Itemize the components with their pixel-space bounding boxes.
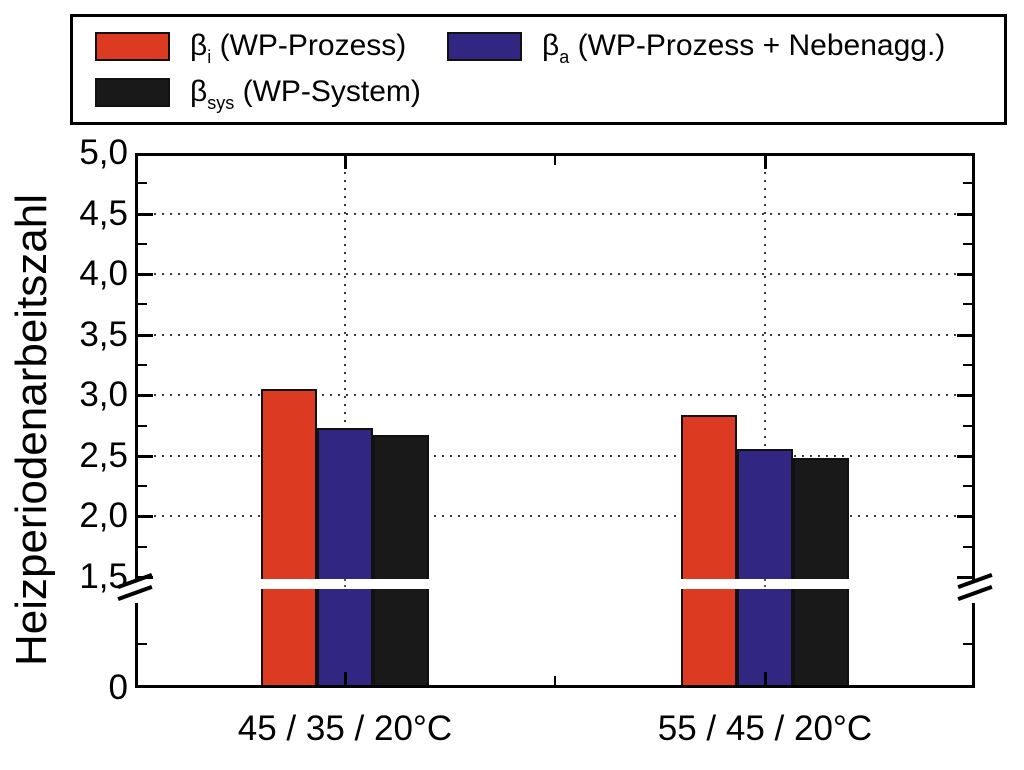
x-major-tick <box>344 672 347 685</box>
y-major-tick <box>957 515 972 519</box>
bar <box>317 427 373 688</box>
y-minor-tick <box>963 182 972 185</box>
y-tick-label: 3,0 <box>79 375 128 415</box>
axis-break-band <box>138 579 972 589</box>
y-minor-tick <box>963 242 972 245</box>
y-minor-tick <box>138 364 147 366</box>
y-major-tick <box>138 454 153 458</box>
x-major-tick <box>764 156 767 169</box>
legend-swatch <box>447 31 522 61</box>
y-tick-label: 2,5 <box>79 435 128 475</box>
y-major-tick <box>957 273 972 277</box>
bar <box>261 389 317 688</box>
x-minor-tick <box>554 156 556 165</box>
y-minor-tick <box>963 424 972 427</box>
y-minor-tick <box>138 643 147 645</box>
y-major-tick <box>957 394 972 398</box>
legend-swatch <box>95 31 170 61</box>
y-major-tick <box>138 333 153 337</box>
legend-label: βi (WP-Prozess) <box>190 29 407 67</box>
legend-entry: βsys (WP-System) <box>95 75 1004 113</box>
axis-break-gridline-stub <box>344 579 346 589</box>
x-minor-tick <box>554 676 556 685</box>
y-minor-tick <box>963 364 972 366</box>
plot-area <box>117 153 993 688</box>
gridline-vertical <box>764 156 766 685</box>
y-major-tick <box>957 576 972 579</box>
y-major-tick <box>138 273 153 277</box>
y-major-tick <box>957 333 972 337</box>
bar <box>737 448 793 688</box>
y-major-tick <box>957 454 972 458</box>
x-major-tick <box>344 156 347 169</box>
bar <box>793 458 849 688</box>
y-tick-label: 2,0 <box>79 496 128 536</box>
x-tick-label: 55 / 45 / 20°C <box>657 709 873 748</box>
y-minor-tick <box>138 242 147 245</box>
y-minor-tick <box>138 424 147 427</box>
y-major-tick <box>957 212 972 216</box>
legend-label: βsys (WP-System) <box>190 75 421 113</box>
y-minor-tick <box>963 485 972 488</box>
y-minor-tick <box>138 303 147 306</box>
legend-label: βa (WP-Prozess + Nebenagg.) <box>542 29 946 67</box>
legend-swatch <box>95 77 170 107</box>
bar <box>681 414 737 688</box>
gridline-horizontal <box>138 394 972 397</box>
y-tick-label: 5,0 <box>79 133 128 172</box>
axis-break-gridline-stub <box>764 579 766 589</box>
y-major-tick <box>138 212 153 216</box>
gridline-vertical <box>344 156 346 685</box>
y-minor-tick <box>963 643 972 645</box>
y-tick-label: 3,5 <box>79 314 128 354</box>
plot-frame <box>135 153 975 688</box>
y-minor-tick <box>138 545 147 548</box>
x-tick-label: 45 / 35 / 20°C <box>237 709 453 748</box>
gridline-horizontal <box>138 212 972 215</box>
gridline-horizontal <box>138 273 972 276</box>
y-tick-label: 1,5 <box>79 557 128 596</box>
y-major-tick <box>138 394 153 398</box>
y-minor-tick <box>963 545 972 548</box>
legend-entry: βi (WP-Prozess) <box>95 29 447 67</box>
gridline-horizontal <box>138 515 972 518</box>
gridline-horizontal <box>138 333 972 336</box>
y-tick-label: 0 <box>108 668 128 707</box>
legend-grid: βi (WP-Prozess) βa (WP-Prozess + Nebenagg… <box>73 17 1004 115</box>
y-minor-tick <box>963 303 972 306</box>
y-minor-tick <box>138 182 147 185</box>
y-major-tick <box>138 515 153 519</box>
y-tick-label: 4,0 <box>79 254 128 294</box>
legend: βi (WP-Prozess) βa (WP-Prozess + Nebenagg… <box>70 14 1007 125</box>
x-major-tick <box>764 672 767 685</box>
legend-entry: βa (WP-Prozess + Nebenagg.) <box>447 29 1004 67</box>
y-tick-label: 4,5 <box>79 193 128 233</box>
gridline-horizontal <box>138 454 972 457</box>
y-minor-tick <box>138 485 147 488</box>
bar <box>373 435 429 688</box>
